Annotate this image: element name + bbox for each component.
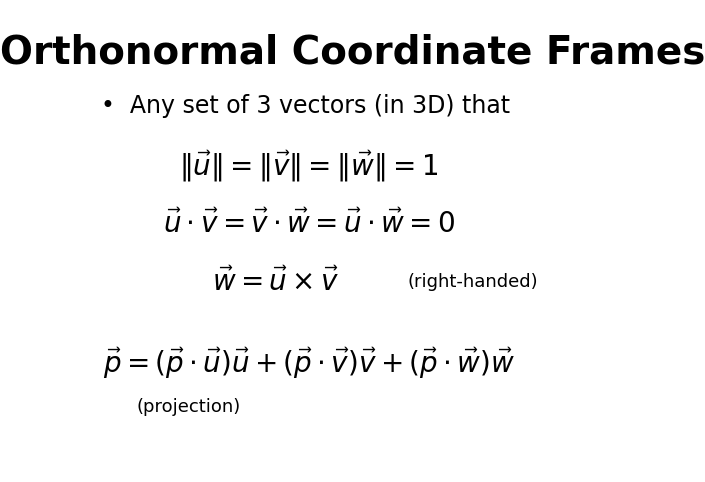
Text: (right-handed): (right-handed) xyxy=(407,273,538,291)
Text: Orthonormal Coordinate Frames: Orthonormal Coordinate Frames xyxy=(0,34,705,72)
Text: $\vec{w} = \vec{u} \times \vec{v}$: $\vec{w} = \vec{u} \times \vec{v}$ xyxy=(212,268,340,296)
Text: $\vec{u} \cdot \vec{v} = \vec{v} \cdot \vec{w} = \vec{u} \cdot \vec{w} = 0$: $\vec{u} \cdot \vec{v} = \vec{v} \cdot \… xyxy=(163,210,455,239)
Text: $\vec{p} = (\vec{p} \cdot \vec{u})\vec{u} + (\vec{p} \cdot \vec{v})\vec{v} + (\v: $\vec{p} = (\vec{p} \cdot \vec{u})\vec{u… xyxy=(103,347,515,381)
Text: •  Any set of 3 vectors (in 3D) that: • Any set of 3 vectors (in 3D) that xyxy=(102,94,510,118)
Text: (projection): (projection) xyxy=(137,398,241,416)
Text: $\|\vec{u}\| = \|\vec{v}\| = \|\vec{w}\| = 1$: $\|\vec{u}\| = \|\vec{v}\| = \|\vec{w}\|… xyxy=(179,149,439,184)
